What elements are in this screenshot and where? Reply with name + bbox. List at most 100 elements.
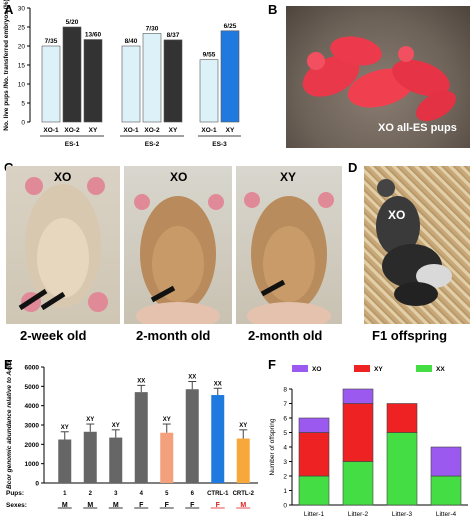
pup-label-e-1: 2 xyxy=(89,491,93,497)
bar-label-a-1-0: 8/40 xyxy=(125,38,138,45)
bar-a-0-0 xyxy=(41,45,61,123)
sex-label-e-7: M xyxy=(240,502,246,509)
panel-letter-a: A xyxy=(4,2,14,17)
panel-letter-f: F xyxy=(268,357,276,372)
y-tick-label-e-0: 0 xyxy=(35,481,39,488)
bar-f-2-1 xyxy=(386,403,418,433)
pup-label-e-4: 5 xyxy=(165,491,169,497)
genotype-label-e-0: XY xyxy=(61,425,69,431)
y-tick-label-e-1: 1000 xyxy=(25,461,40,468)
legend-swatch-f-1 xyxy=(354,365,370,372)
chart-f: 0 1 2 3 4 5 6 7 8 Number of offspring Litter-1 Litt… xyxy=(269,365,468,518)
bar-e-7 xyxy=(236,438,250,483)
y-tick-label-a-5: 25 xyxy=(18,25,26,32)
pup-label-e-3: 4 xyxy=(140,491,144,497)
y-axis-label-a: No. live pups /No. transferred embryos (… xyxy=(3,0,10,131)
bar-a-1-2 xyxy=(163,39,183,123)
bar-f-0-0 xyxy=(298,475,330,506)
cat-label-a-1-1: XO-2 xyxy=(144,127,160,134)
y-tick-label-a-1: 5 xyxy=(21,101,25,108)
pup-label-e-0: 1 xyxy=(63,491,67,497)
genotype-label-e-1: XY xyxy=(86,417,94,423)
bar-a-1-0 xyxy=(121,45,141,123)
pups-row-label: Pups: xyxy=(6,490,24,497)
genotype-label-e-5: XX xyxy=(188,375,196,381)
legend-label-f-1: XY xyxy=(374,366,383,373)
cat-label-a-0-2: XY xyxy=(89,127,98,134)
genotype-label-e-3: XX xyxy=(137,378,145,384)
bar-e-6 xyxy=(211,395,225,483)
y-tick-label-a-4: 20 xyxy=(18,44,26,51)
caption-f1-offspring: F1 offspring xyxy=(372,328,448,343)
pup-label-e-5: 6 xyxy=(191,491,195,497)
y-tick-label-f-8: 8 xyxy=(283,387,287,394)
y-tick-label-a-3: 15 xyxy=(18,63,26,70)
y-tick-label-f-2: 2 xyxy=(283,474,287,481)
y-tick-label-e-3: 3000 xyxy=(25,423,40,430)
photo-2-week-xo: XO xyxy=(6,166,120,324)
bar-label-a-0-0: 7/35 xyxy=(45,38,58,45)
y-tick-label-a-6: 30 xyxy=(18,6,26,13)
photo-pups: XO all-ES pups xyxy=(286,6,470,148)
cat-label-a-1-2: XY xyxy=(169,127,178,134)
panel-letter-d: D xyxy=(348,160,358,175)
legend-swatch-f-0 xyxy=(292,365,308,372)
cat-label-f-2: Litter-3 xyxy=(392,511,413,518)
y-tick-label-a-2: 10 xyxy=(18,82,26,89)
y-tick-label-f-0: 0 xyxy=(283,503,287,510)
caption-2-week-old: 2-week old xyxy=(20,328,87,343)
cat-label-f-1: Litter-2 xyxy=(348,511,369,518)
bar-label-a-1-2: 8/37 xyxy=(167,32,180,39)
y-tick-label-e-4: 4000 xyxy=(25,403,40,410)
photo-2-month-xy: XY xyxy=(236,166,342,324)
legend-label-f-0: XO xyxy=(312,366,321,373)
bar-a-2-1 xyxy=(220,30,240,123)
bar-f-3-0 xyxy=(430,475,462,506)
y-tick-label-a-0: 0 xyxy=(21,120,25,127)
genotype-label-e-2: XY xyxy=(112,423,120,429)
sex-label-e-0: M xyxy=(62,502,68,509)
pup-label-e-6: CTRL-1 xyxy=(207,491,229,497)
photo-2-month-xo: XO xyxy=(124,166,232,324)
bar-label-a-2-1: 6/25 xyxy=(224,23,237,30)
bar-label-a-2-0: 9/55 xyxy=(203,52,216,59)
sex-label-e-2: M xyxy=(113,502,119,509)
bar-f-0-1 xyxy=(298,432,330,477)
genotype-label-e-4: XY xyxy=(163,417,171,423)
bar-e-4 xyxy=(160,432,174,483)
group-label-a-2: ES-3 xyxy=(212,141,227,148)
cat-label-a-1-0: XO-1 xyxy=(123,127,139,134)
pups-label: XO all-ES pups xyxy=(378,122,457,134)
cat-label-a-0-1: XO-2 xyxy=(64,127,80,134)
pup-label-e-7: CRTL-2 xyxy=(233,491,255,497)
y-axis-label-e: Bcor genomic abundance relative to Actb xyxy=(6,361,13,489)
bar-a-0-2 xyxy=(83,39,103,123)
bar-f-1-0 xyxy=(342,461,374,506)
cat-label-f-3: Litter-4 xyxy=(436,511,457,518)
cat-label-f-0: Litter-1 xyxy=(304,511,325,518)
legend-swatch-f-2 xyxy=(416,365,432,372)
caption-2-month-old-xo: 2-month old xyxy=(136,328,211,343)
y-axis-label-f: Number of offspring xyxy=(269,418,276,475)
cat-label-a-0-0: XO-1 xyxy=(43,127,59,134)
sex-label-e-6: F xyxy=(216,502,221,509)
y-tick-label-e-5: 5000 xyxy=(25,384,40,391)
pups-illustration xyxy=(302,36,456,122)
bar-a-0-1 xyxy=(62,26,82,123)
caption-2-month-old-xy: 2-month old xyxy=(248,328,323,343)
photo-f1-offspring: XO xyxy=(364,166,470,324)
bar-f-1-2 xyxy=(342,388,374,404)
panel-letter-b: B xyxy=(268,2,278,17)
bar-e-2 xyxy=(109,437,123,483)
chart-a: 0 5 10 15 20 25 30 No. live pups /No. transferr… xyxy=(3,0,241,148)
group-label-a-1: ES-2 xyxy=(145,141,160,148)
photo-tag-xo: XO xyxy=(388,208,406,222)
chart-e: 0 1000 2000 3000 4000 5000 6000 Bcor genomic ab… xyxy=(6,361,258,509)
bar-label-a-1-1: 7/30 xyxy=(146,25,159,32)
photo-tag-2: XO xyxy=(170,170,188,184)
photo-tag-3: XY xyxy=(280,170,297,184)
photo-tag-1: XO xyxy=(54,170,72,184)
y-tick-label-f-5: 5 xyxy=(283,430,287,437)
cat-label-a-2-1: XY xyxy=(226,127,235,134)
y-tick-label-f-6: 6 xyxy=(283,416,287,423)
